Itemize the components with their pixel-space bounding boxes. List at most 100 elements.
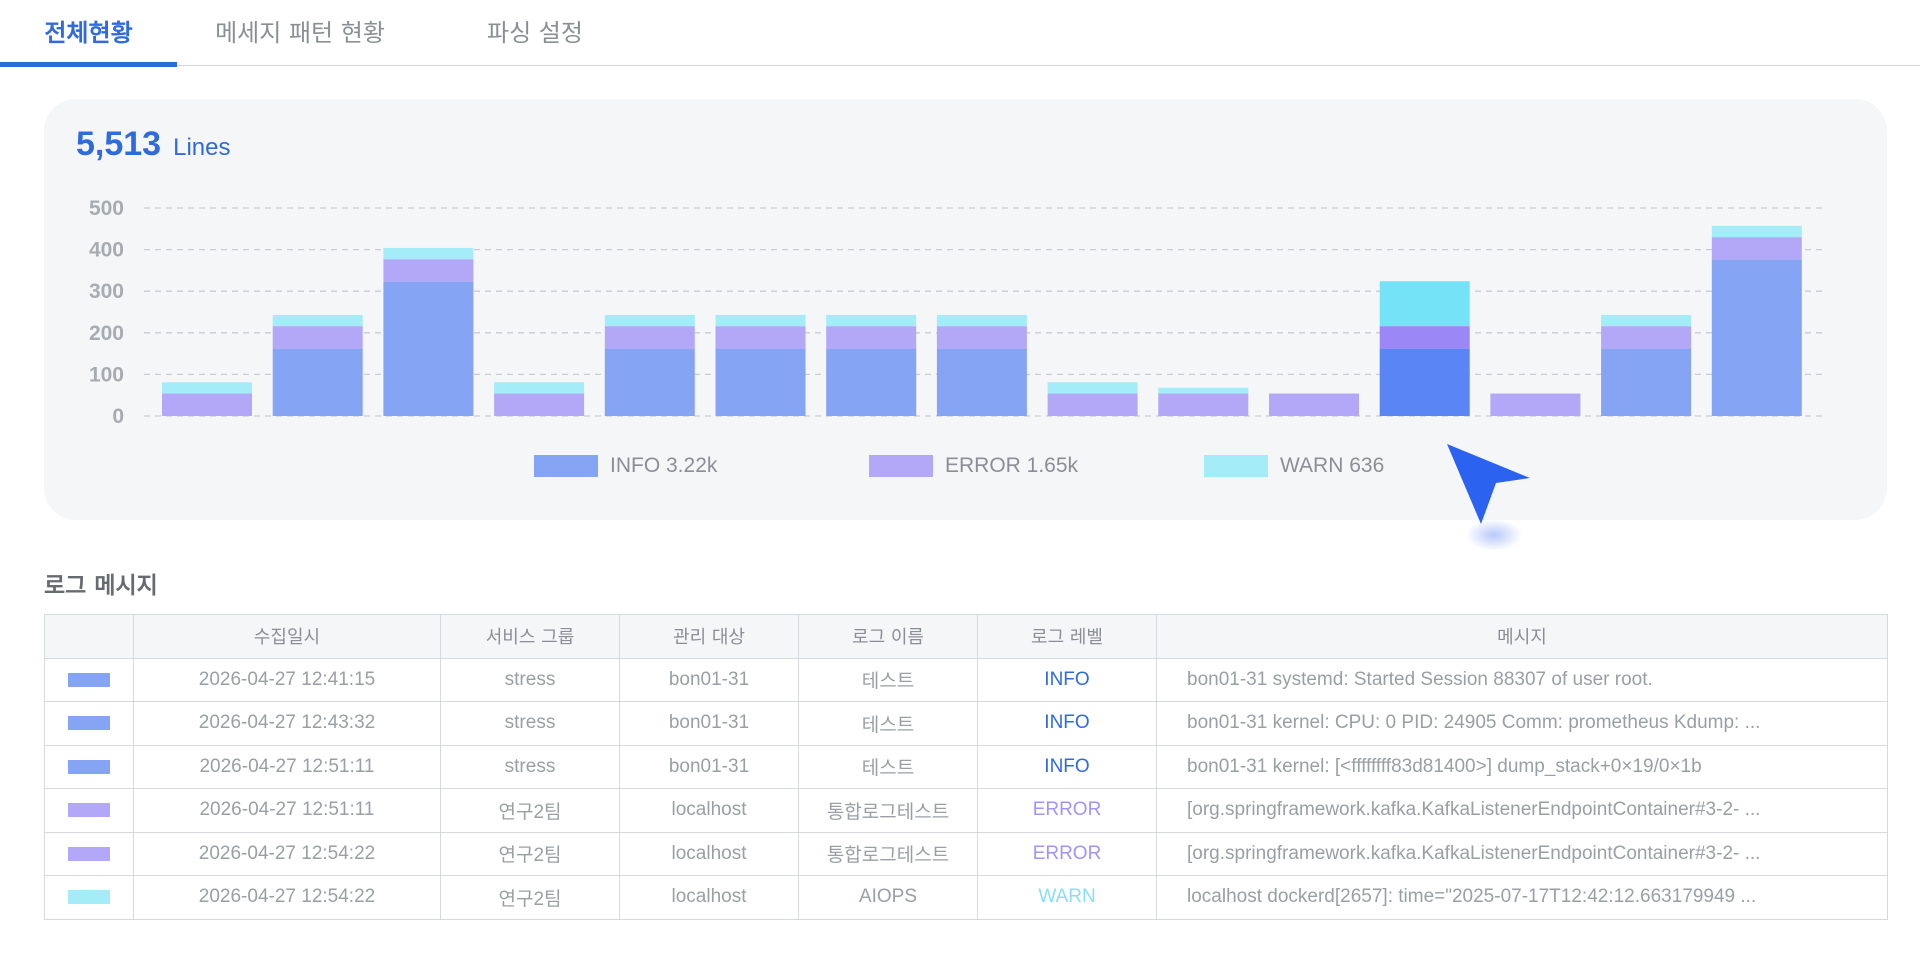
bar-warn[interactable] bbox=[383, 247, 474, 260]
bar-error[interactable] bbox=[826, 326, 917, 349]
bar-error[interactable] bbox=[272, 326, 363, 349]
table-row[interactable]: 2026-04-27 12:43:32 stress bon01-31 테스트 … bbox=[44, 701, 1888, 746]
cell-log-name: 테스트 bbox=[798, 657, 978, 702]
bar-warn[interactable] bbox=[272, 314, 363, 327]
bar-group-8[interactable] bbox=[936, 314, 1027, 416]
bar-info[interactable] bbox=[1711, 259, 1802, 416]
tab-message-pattern[interactable]: 메세지 패턴 현황 bbox=[215, 19, 385, 47]
legend-item-warn[interactable]: WARN 636 bbox=[1204, 454, 1384, 478]
bar-group-3[interactable] bbox=[383, 247, 474, 416]
bar-group-15[interactable] bbox=[1711, 225, 1802, 416]
active-tab-indicator bbox=[0, 62, 177, 67]
cell-level: INFO bbox=[977, 657, 1157, 702]
bar-error[interactable] bbox=[1711, 237, 1802, 260]
cell-level: ERROR bbox=[977, 788, 1157, 833]
header-message[interactable]: 메시지 bbox=[1156, 614, 1888, 659]
bar-group-1[interactable] bbox=[162, 382, 252, 416]
level-color-swatch bbox=[68, 846, 110, 861]
header-color bbox=[44, 614, 134, 659]
bar-warn[interactable] bbox=[494, 382, 585, 394]
bar-info[interactable] bbox=[604, 348, 695, 416]
bar-group-12[interactable] bbox=[1379, 281, 1470, 416]
bar-warn[interactable] bbox=[1047, 382, 1138, 394]
legend-item-info[interactable]: INFO 3.22k bbox=[534, 454, 717, 478]
bar-error[interactable] bbox=[383, 259, 474, 282]
header-log-level[interactable]: 로그 레벨 bbox=[977, 614, 1157, 659]
row-color-cell bbox=[44, 744, 134, 789]
cell-message: bon01-31 kernel: [<ffffffff83d81400>] du… bbox=[1156, 744, 1888, 789]
table-header-row: 수집일시 서비스 그룹 관리 대상 로그 이름 로그 레벨 메시지 bbox=[44, 614, 1888, 659]
bar-warn[interactable] bbox=[715, 314, 806, 327]
cell-level: ERROR bbox=[977, 831, 1157, 876]
cell-level: WARN bbox=[977, 875, 1157, 920]
bar-error[interactable] bbox=[1047, 393, 1138, 416]
cell-message: localhost dockerd[2657]: time="2025-07-1… bbox=[1156, 875, 1888, 920]
bar-group-6[interactable] bbox=[715, 314, 806, 416]
header-collected-time[interactable]: 수집일시 bbox=[133, 614, 441, 659]
bar-error[interactable] bbox=[715, 326, 806, 349]
bar-group-2[interactable] bbox=[272, 314, 363, 416]
legend-label-error: ERROR 1.65k bbox=[945, 454, 1079, 477]
header-service-group[interactable]: 서비스 그룹 bbox=[440, 614, 620, 659]
bar-error[interactable] bbox=[1490, 393, 1581, 416]
level-color-swatch bbox=[68, 759, 110, 774]
bar-error[interactable] bbox=[1269, 393, 1359, 416]
y-tick-label: 100 bbox=[89, 363, 124, 386]
table-row[interactable]: 2026-04-27 12:54:22 연구2팀 localhost AIOPS… bbox=[44, 875, 1888, 920]
table-row[interactable]: 2026-04-27 12:51:11 연구2팀 localhost 통합로그테… bbox=[44, 788, 1888, 833]
tab-overview[interactable]: 전체현황 bbox=[44, 19, 133, 47]
bar-error[interactable] bbox=[604, 326, 695, 349]
bar-warn[interactable] bbox=[1711, 225, 1802, 238]
bar-error[interactable] bbox=[936, 326, 1027, 349]
bar-warn[interactable] bbox=[604, 314, 695, 327]
cell-log-name: 통합로그테스트 bbox=[798, 788, 978, 833]
bar-warn[interactable] bbox=[1158, 387, 1249, 394]
cell-message: bon01-31 kernel: CPU: 0 PID: 24905 Comm:… bbox=[1156, 701, 1888, 746]
cell-message: [org.springframework.kafka.KafkaListener… bbox=[1156, 788, 1888, 833]
cell-target: bon01-31 bbox=[619, 744, 799, 789]
level-color-swatch bbox=[68, 890, 110, 905]
bar-error[interactable] bbox=[162, 393, 252, 416]
cell-log-name: AIOPS bbox=[798, 875, 978, 920]
y-tick-label: 0 bbox=[112, 405, 124, 428]
cell-time: 2026-04-27 12:41:15 bbox=[133, 657, 441, 702]
bar-info[interactable] bbox=[272, 348, 363, 416]
legend-item-error[interactable]: ERROR 1.65k bbox=[869, 454, 1078, 478]
bar-group-14[interactable] bbox=[1601, 314, 1692, 416]
bar-info[interactable] bbox=[936, 348, 1027, 416]
bar-group-11[interactable] bbox=[1269, 393, 1359, 416]
bar-warn[interactable] bbox=[826, 314, 917, 327]
bar-warn[interactable] bbox=[1601, 314, 1692, 327]
bar-info[interactable] bbox=[1379, 348, 1470, 416]
log-messages-table: 수집일시 서비스 그룹 관리 대상 로그 이름 로그 레벨 메시지 2026-0… bbox=[44, 614, 1888, 920]
bar-error[interactable] bbox=[1601, 326, 1692, 349]
bar-group-9[interactable] bbox=[1047, 382, 1138, 416]
cell-time: 2026-04-27 12:51:11 bbox=[133, 744, 441, 789]
bar-info[interactable] bbox=[383, 281, 474, 416]
bar-info[interactable] bbox=[715, 348, 806, 416]
total-lines-count: 5,513 bbox=[76, 125, 162, 163]
bar-error[interactable] bbox=[1158, 393, 1249, 416]
table-row[interactable]: 2026-04-27 12:51:11 stress bon01-31 테스트 … bbox=[44, 744, 1888, 789]
header-managed-target[interactable]: 관리 대상 bbox=[619, 614, 799, 659]
bar-group-13[interactable] bbox=[1490, 393, 1581, 416]
bar-warn[interactable] bbox=[936, 314, 1027, 327]
bar-group-7[interactable] bbox=[826, 314, 917, 416]
bar-warn[interactable] bbox=[162, 382, 252, 394]
bar-group-5[interactable] bbox=[604, 314, 695, 416]
total-lines-unit: Lines bbox=[173, 134, 231, 161]
y-tick-label: 500 bbox=[89, 197, 124, 220]
bar-info[interactable] bbox=[826, 348, 917, 416]
bar-group-10[interactable] bbox=[1158, 387, 1249, 416]
header-log-name[interactable]: 로그 이름 bbox=[798, 614, 978, 659]
bar-warn[interactable] bbox=[1379, 281, 1470, 327]
cell-time: 2026-04-27 12:51:11 bbox=[133, 788, 441, 833]
bar-error[interactable] bbox=[1379, 326, 1470, 349]
bar-info[interactable] bbox=[1601, 348, 1692, 416]
cell-group: stress bbox=[440, 657, 620, 702]
tab-parsing-settings[interactable]: 파싱 설정 bbox=[487, 19, 583, 47]
table-row[interactable]: 2026-04-27 12:54:22 연구2팀 localhost 통합로그테… bbox=[44, 831, 1888, 876]
table-row[interactable]: 2026-04-27 12:41:15 stress bon01-31 테스트 … bbox=[44, 657, 1888, 702]
bar-group-4[interactable] bbox=[494, 382, 585, 416]
bar-error[interactable] bbox=[494, 393, 585, 416]
